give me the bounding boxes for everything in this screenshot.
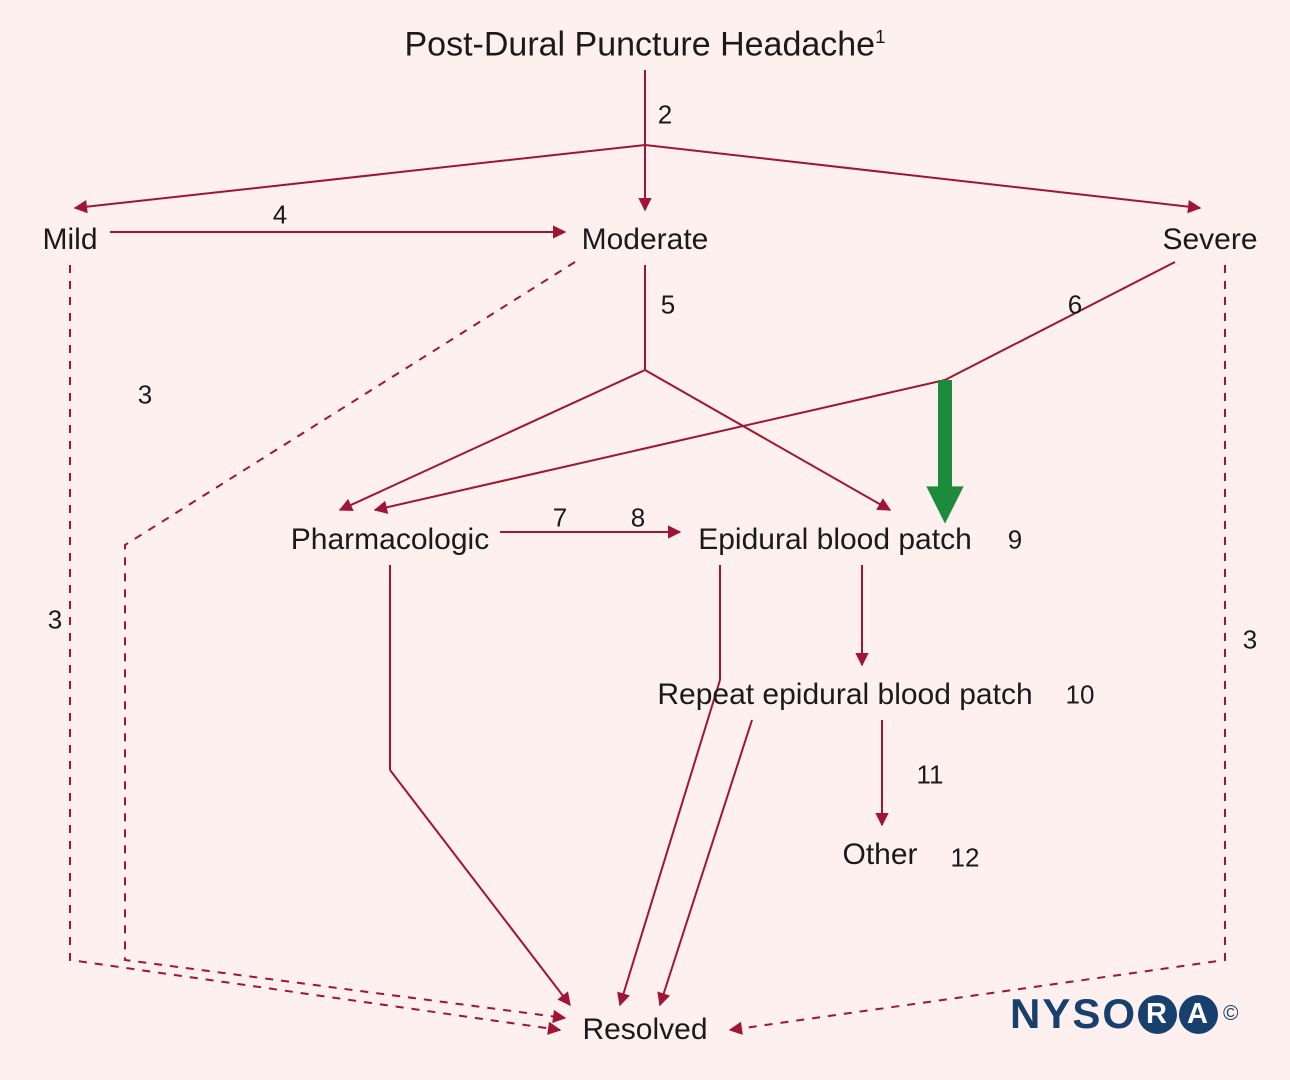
flowchart-svg [0, 0, 1290, 1080]
flowchart-canvas: { "diagram": { "type": "flowchart", "can… [0, 0, 1290, 1080]
edge-label-9: 9 [1008, 525, 1022, 556]
node-label: Pharmacologic [291, 523, 489, 556]
edge-label-3: 3 [1243, 625, 1257, 656]
node-label: Other [842, 838, 917, 871]
logo-disc-r: R [1138, 995, 1177, 1034]
node-label: Mild [42, 223, 97, 256]
edge-label-2: 2 [658, 100, 672, 131]
edge-label-6: 6 [1068, 290, 1082, 321]
node-label: Post-Dural Puncture Headache [405, 26, 876, 64]
edge-label-5: 5 [661, 290, 675, 321]
node-mild: Mild [42, 223, 97, 257]
nysora-logo: NYSORA© [1010, 990, 1239, 1038]
node-label: Severe [1162, 223, 1257, 256]
node-severe: Severe [1162, 223, 1257, 257]
node-label: Repeat epidural blood patch [657, 678, 1032, 711]
logo-copyright: © [1223, 1002, 1238, 1026]
logo-text: NYSO [1010, 990, 1137, 1038]
node-ebp: Epidural blood patch [698, 523, 972, 557]
edge-label-8: 8 [631, 503, 645, 534]
node-title: Post-Dural Puncture Headache1 [405, 26, 886, 65]
node-label: Resolved [582, 1013, 707, 1046]
node-rebp: Repeat epidural blood patch [657, 678, 1032, 712]
edge-label-3: 3 [138, 380, 152, 411]
node-label: Epidural blood patch [698, 523, 972, 556]
node-pharma: Pharmacologic [291, 523, 489, 557]
node-moderate: Moderate [582, 223, 709, 257]
node-resolved: Resolved [582, 1013, 707, 1047]
node-other: Other [842, 838, 917, 872]
edge-label-3: 3 [48, 605, 62, 636]
edge-label-10: 10 [1066, 680, 1095, 711]
edge-label-12: 12 [951, 843, 980, 874]
node-label: Moderate [582, 223, 709, 256]
edge-label-4: 4 [273, 200, 287, 231]
node-superscript: 1 [875, 26, 885, 47]
edge-label-7: 7 [553, 503, 567, 534]
logo-disc-a: A [1179, 995, 1218, 1034]
edge-label-11: 11 [917, 760, 944, 791]
